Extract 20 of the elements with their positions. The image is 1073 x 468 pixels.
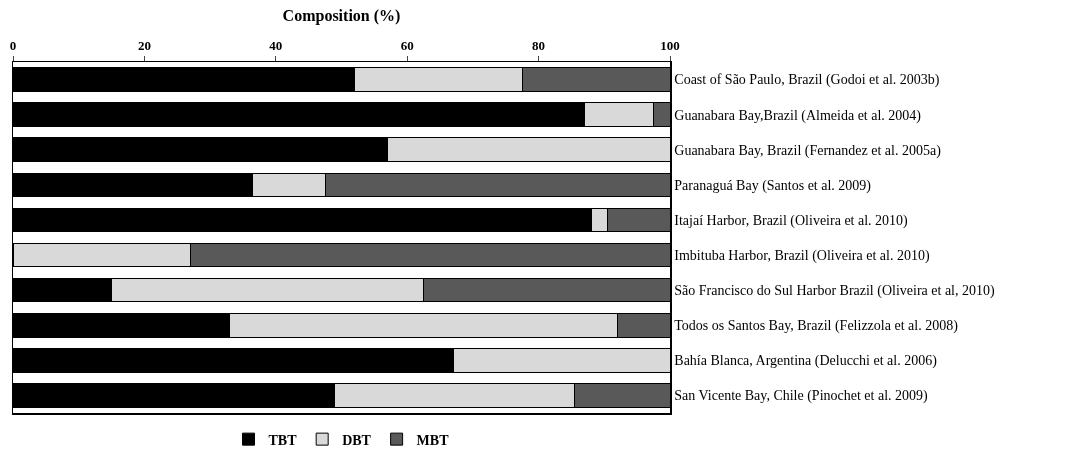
y-tick-label: Todos os Santos Bay, Brazil (Felizzola et al. 2008) [674, 318, 959, 335]
y-tick-label: Coast of São Paulo, Brazil (Godoi et al. 2003b) [674, 72, 940, 89]
y-tick-label: San Vicente Bay, Chile (Pinochet et al. 2009) [674, 388, 929, 405]
x-tick-label: 100 [660, 38, 680, 54]
x-tick-label: 40 [269, 38, 283, 54]
y-tick-label: São Francisco do Sul Harbor Brazil (Oliveira et al, 2010) [674, 283, 995, 300]
x-tick-label: 0 [9, 38, 17, 54]
x-tick-label: 80 [532, 38, 546, 54]
y-tick-label: Bahía Blanca, Argentina (Delucchi et al. 2006) [674, 353, 938, 370]
y-tick-label: Paranaguá Bay (Santos et al. 2009) [674, 177, 872, 194]
legend-label: TBT [268, 432, 298, 448]
y-tick-label: Guanabara Bay, Brazil (Fernandez et al. 2005a) [674, 142, 942, 159]
x-axis-title: Composition (%) [282, 7, 401, 26]
x-tick-label: 60 [400, 38, 414, 54]
y-tick-label: Imbituba Harbor, Brazil (Oliveira et al. 2010) [674, 247, 930, 264]
x-tick-label: 20 [137, 38, 151, 54]
y-tick-label: Itajaí Harbor, Brazil (Oliveira et al. 2010) [674, 212, 909, 229]
legend-label: MBT [416, 432, 450, 448]
legend-label: DBT [342, 432, 372, 448]
y-tick-label: Guanabara Bay,Brazil (Almeida et al. 2004) [674, 107, 922, 124]
